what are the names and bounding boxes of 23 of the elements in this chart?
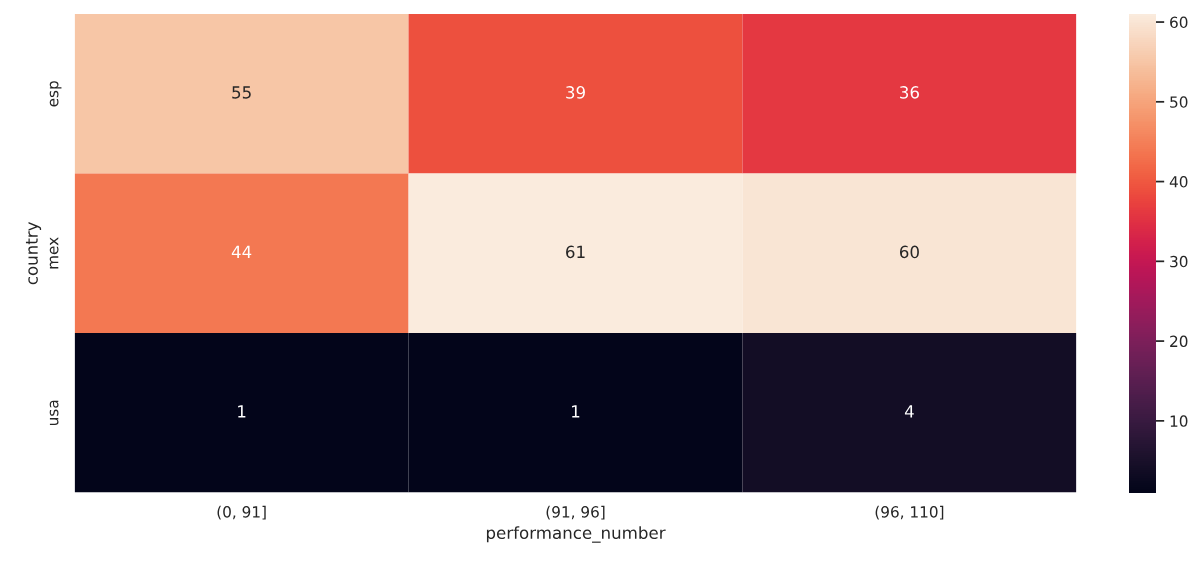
data-label: 1 [572,405,580,418]
x-tick-label: (96, 110] [875,505,944,520]
data-label: 60 [899,245,919,259]
data-label: 36 [900,86,919,99]
x-tick-label: (91, 96] [546,505,605,520]
data-label: 4 [904,405,914,418]
data-label: 39 [566,86,585,99]
data-label: 61 [566,245,585,259]
color-bar-label: 10 [1170,415,1188,427]
color-bar-label: 60 [1170,16,1188,29]
data-label: 1 [238,405,246,418]
y-tick-label: usa [49,400,59,426]
color-bar-label: 20 [1170,335,1188,348]
color-bar-label: 50 [1170,96,1188,108]
x-tick-label: (0, 91] [217,505,266,520]
data-label: 44 [231,245,252,258]
data-label: 55 [232,86,251,99]
color-bar-label: 30 [1170,255,1188,268]
x-axis-title: performance_number [486,526,666,543]
y-tick-label: mex [49,237,59,269]
y-axis-title: country [25,221,42,285]
color-bar-label: 40 [1169,176,1188,188]
y-tick-label: esp [49,81,62,107]
